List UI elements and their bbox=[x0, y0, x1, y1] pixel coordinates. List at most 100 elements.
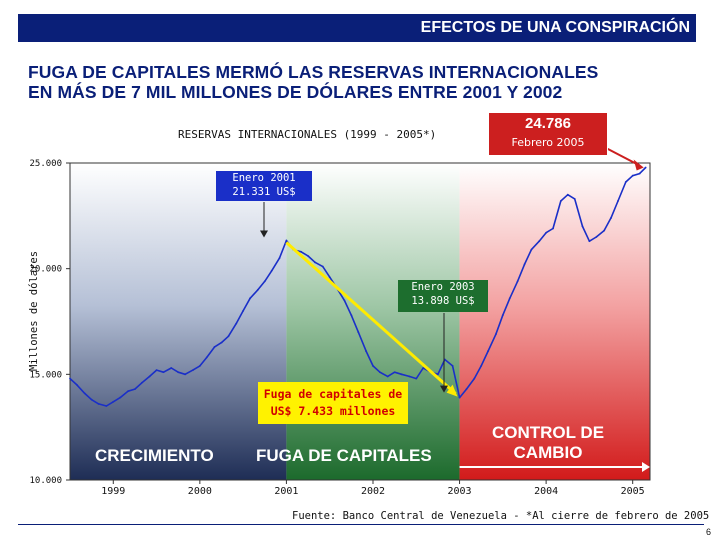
series-point bbox=[408, 375, 411, 378]
series-point bbox=[624, 181, 627, 183]
series-point bbox=[213, 345, 216, 348]
series-point bbox=[617, 200, 619, 202]
series-point bbox=[69, 377, 71, 380]
series-point bbox=[437, 373, 439, 376]
series-point bbox=[242, 310, 245, 312]
annotation-loss-line2: US$ 7.433 millones bbox=[270, 404, 396, 418]
series-point bbox=[559, 200, 562, 202]
series-point bbox=[127, 390, 129, 393]
annotation-low: Enero 2003 13.898 US$ bbox=[398, 280, 488, 312]
series-point bbox=[177, 371, 180, 374]
series-point bbox=[249, 297, 251, 300]
headline-line1: FUGA DE CAPITALES MERMÓ LAS RESERVAS INT… bbox=[28, 62, 599, 82]
series-point bbox=[192, 369, 194, 372]
series-point bbox=[357, 331, 360, 333]
chart-title: RESERVAS INTERNACIONALES (1999 - 2005*) bbox=[178, 128, 437, 141]
plot-frame bbox=[69, 162, 651, 481]
series-point bbox=[278, 257, 281, 259]
series-point bbox=[90, 398, 93, 401]
series-point bbox=[603, 229, 606, 232]
phase-label-control-line1: CONTROL DE bbox=[491, 423, 605, 442]
series-point bbox=[400, 373, 403, 376]
series-point bbox=[343, 299, 346, 302]
annotation-start-label: Enero 2001 bbox=[232, 172, 296, 184]
start-pointer-head bbox=[260, 230, 268, 238]
x-tick-label: 2002 bbox=[361, 486, 385, 497]
series-point bbox=[155, 369, 158, 372]
series-point bbox=[235, 322, 238, 325]
annotation-low-value: 13.898 US$ bbox=[411, 295, 475, 307]
series-point bbox=[285, 239, 288, 242]
annotation-low-label: Enero 2003 bbox=[411, 281, 475, 293]
annotation-loss-line1: Fuga de capitales de bbox=[263, 387, 403, 401]
source-note: Fuente: Banco Central de Venezuela - *Al… bbox=[292, 510, 710, 522]
phase-label-control-line2: CAMBIO bbox=[513, 443, 583, 462]
series-point bbox=[631, 174, 634, 177]
series-point bbox=[162, 371, 165, 374]
series-point bbox=[530, 248, 533, 251]
loss-trend-arrowhead bbox=[446, 384, 458, 397]
series-point bbox=[119, 396, 122, 399]
page-number: 6 bbox=[706, 527, 712, 537]
series-point bbox=[595, 236, 598, 238]
series-point bbox=[495, 333, 497, 336]
series-point bbox=[372, 364, 374, 367]
header-bar: EFECTOS DE UNA CONSPIRACIÓN bbox=[18, 14, 696, 42]
series-point bbox=[227, 335, 230, 338]
series-point bbox=[314, 261, 316, 264]
annotation-peak: 24.786 Febrero 2005 bbox=[488, 112, 608, 156]
y-tick-label: 25.000 bbox=[29, 159, 62, 169]
series-point bbox=[365, 350, 367, 352]
phase-label-fuga: FUGA DE CAPITALES bbox=[256, 446, 432, 465]
series-point bbox=[321, 265, 324, 268]
series-point bbox=[97, 403, 100, 405]
series-point bbox=[198, 364, 201, 367]
series-point bbox=[379, 371, 381, 374]
series-point bbox=[205, 356, 208, 359]
series-point bbox=[256, 288, 259, 291]
x-tick-label: 1999 bbox=[101, 486, 125, 497]
series-point bbox=[465, 388, 468, 391]
series-point bbox=[480, 364, 483, 367]
series-point bbox=[573, 198, 576, 200]
y-tick-label: 15.000 bbox=[29, 370, 62, 380]
series-point bbox=[458, 396, 461, 399]
x-tick-label: 2000 bbox=[188, 486, 212, 497]
series-point bbox=[644, 166, 647, 169]
x-tick-label: 2004 bbox=[534, 486, 558, 497]
series-point bbox=[307, 255, 309, 257]
series-point bbox=[386, 375, 389, 378]
series-point bbox=[393, 371, 396, 374]
phase-label-control: CONTROL DE CAMBIO bbox=[480, 423, 616, 463]
annotation-loss: Fuga de capitales de US$ 7.433 millones bbox=[258, 382, 408, 424]
series-point bbox=[134, 388, 136, 391]
peak-pointer-head bbox=[633, 159, 644, 171]
low-pointer-head bbox=[440, 385, 448, 393]
annotation-start: Enero 2001 21.331 US$ bbox=[216, 171, 312, 201]
series-point bbox=[148, 375, 151, 378]
series-point bbox=[76, 384, 78, 386]
series-point bbox=[105, 405, 108, 407]
series-point bbox=[487, 350, 490, 352]
series-point bbox=[566, 193, 569, 196]
series-point bbox=[422, 367, 425, 369]
series-point bbox=[552, 227, 554, 230]
series-point bbox=[300, 250, 303, 253]
series-point bbox=[83, 392, 86, 395]
series-point bbox=[581, 225, 584, 228]
series-point bbox=[516, 280, 519, 283]
annotation-peak-label: Febrero 2005 bbox=[511, 136, 585, 149]
phase-label-crecimiento: CRECIMIENTO bbox=[95, 446, 214, 465]
series-point bbox=[610, 217, 612, 219]
y-tick-label: 20.000 bbox=[29, 265, 62, 275]
series-point bbox=[112, 400, 115, 403]
annotation-start-value: 21.331 US$ bbox=[232, 186, 296, 198]
header-title: EFECTOS DE UNA CONSPIRACIÓN bbox=[420, 19, 690, 36]
series-point bbox=[184, 373, 187, 376]
series-point bbox=[270, 269, 273, 272]
series-point bbox=[538, 240, 541, 243]
x-tick-label: 2005 bbox=[621, 486, 645, 497]
series-point bbox=[170, 367, 173, 369]
phase-band-0 bbox=[70, 163, 287, 480]
